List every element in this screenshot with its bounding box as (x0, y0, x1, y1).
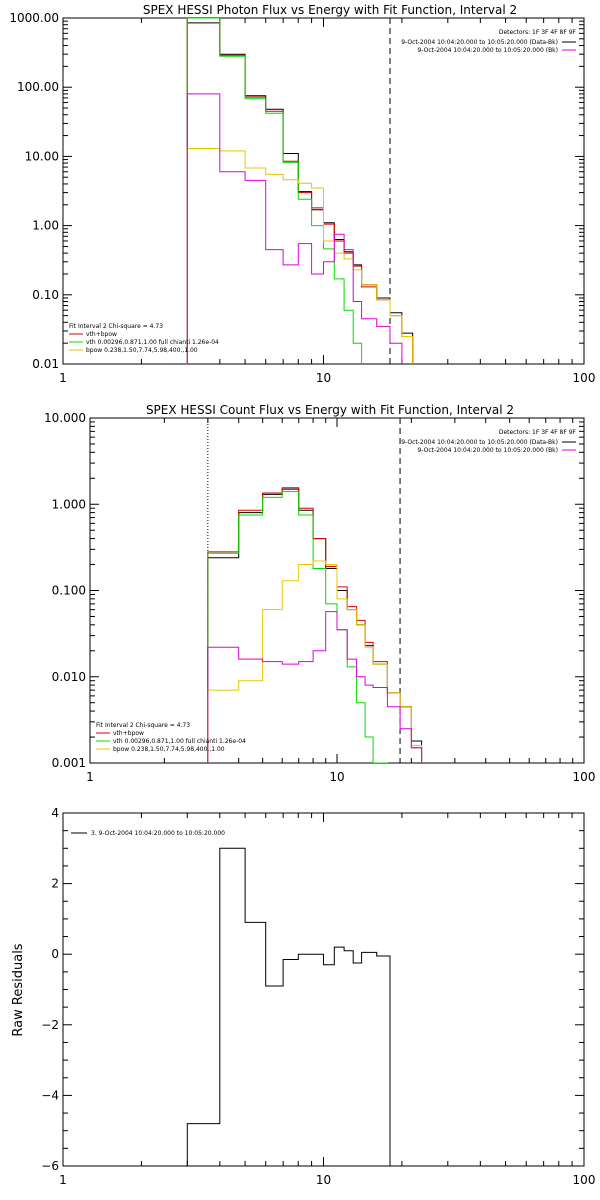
count-fit-legend-header: Fit Interval 2 Chi-square = 4.73 (96, 722, 190, 729)
photon-xtick-label: 100 (573, 371, 596, 385)
photon-ytick-label: 10.00 (25, 149, 59, 163)
count-ytick-label: 0.010 (52, 670, 86, 684)
resid-ytick-label: 0 (51, 947, 59, 961)
photon-legend-label: 9-Oct-2004 10:04:20.000 to 10:05:20.000 … (418, 47, 559, 54)
photon-xtick-label: 1 (59, 371, 67, 385)
photon-flux-plot: 1 10 100 0.01 0.10 1.00 10.00 100.00 1000.00 Dete… (9, 11, 596, 385)
photon-flux-title: SPEX HESSI Photon Flux vs Energy with Fi… (143, 3, 517, 17)
photon-ytick-label: 1.00 (32, 219, 59, 233)
photon-legend-header: Detectors: 1F 3F 4F 8F 9F (499, 29, 577, 36)
count-legend-header: Detectors: 1F 3F 4F 8F 9F (499, 429, 577, 436)
count-ytick-label: 0.100 (52, 584, 86, 598)
resid-ytick-label: 2 (51, 877, 59, 891)
residuals-panel: Raw Residuals 1 10 100 −6 −4 −2 0 2 4 3. 9-Oct-20… (11, 806, 596, 1187)
count-ytick-label: 10.000 (44, 411, 86, 425)
resid-axes-frame (62, 812, 585, 1167)
photon-fit-legend-label: bpow 0.238,1.50,7.74,5.98,400.,1.00 (86, 347, 198, 354)
photon-series-4 (186, 93, 403, 364)
count-xtick-label: 10 (329, 770, 344, 784)
count-series-3 (207, 560, 423, 763)
resid-ytick-label: −2 (41, 1018, 59, 1032)
photon-flux-panel: SPEX HESSI Photon Flux vs Energy with Fi… (9, 3, 596, 385)
residuals-ylabel: Raw Residuals (11, 943, 26, 1036)
count-legend-label: 9-Oct-2004 10:04:20.000 to 10:05:20.000 … (401, 439, 558, 446)
count-ytick-label: 0.001 (52, 756, 86, 770)
resid-series-0 (186, 847, 391, 1166)
photon-ytick-label: 0.01 (32, 357, 59, 371)
photon-xtick-label: 10 (316, 371, 331, 385)
photon-ytick-label: 1000.00 (9, 11, 59, 25)
photon-series-2 (186, 18, 363, 364)
resid-legend-label: 3. 9-Oct-2004 10:04:20.000 to 10:05:20.0… (91, 830, 225, 837)
photon-series-3 (186, 148, 414, 364)
photon-ytick-label: 0.10 (32, 288, 59, 302)
photon-series-1 (186, 18, 414, 364)
photon-data (186, 18, 414, 364)
photon-legend-label: 9-Oct-2004 10:04:20.000 to 10:05:20.000 … (401, 39, 558, 46)
photon-fit-legend-label: vth+bpow (86, 331, 117, 338)
resid-ytick-label: −6 (41, 1159, 59, 1173)
residuals-plot: 1 10 100 −6 −4 −2 0 2 4 3. 9-Oct-2004 10:04:20.00… (41, 806, 596, 1187)
photon-series-0 (186, 22, 414, 364)
count-legend-label: 9-Oct-2004 10:04:20.000 to 10:05:20.000 … (418, 447, 559, 454)
count-series-0 (207, 488, 423, 763)
count-flux-title: SPEX HESSI Count Flux vs Energy with Fit… (146, 403, 514, 417)
count-xtick-label: 1 (86, 770, 94, 784)
resid-ytick-label: −4 (41, 1088, 59, 1102)
resid-xtick-label: 10 (316, 1173, 331, 1187)
count-fit-legend-label: vth+bpow (113, 730, 144, 737)
count-series-2 (207, 491, 388, 763)
photon-ytick-label: 100.00 (17, 80, 59, 94)
photon-fit-legend-label: vth 0.00296,0.871,1.00 full chianti 1.26… (86, 339, 219, 346)
resid-xtick-label: 100 (573, 1173, 596, 1187)
resid-ytick-label: 4 (51, 806, 59, 820)
count-fit-legend-label: bpow 0.238,1.50,7.74,5.98,400.,1.00 (113, 746, 225, 753)
count-series-1 (207, 487, 423, 763)
count-fit-legend-label: vth 0.00296,0.871,1.00 full chianti 1.26… (113, 738, 246, 745)
count-data (207, 418, 423, 763)
photon-fit-legend-header: Fit Interval 2 Chi-square = 4.73 (69, 323, 163, 330)
count-xtick-label: 100 (573, 770, 596, 784)
count-series-4 (207, 611, 423, 763)
count-ytick-label: 1.000 (52, 497, 86, 511)
count-flux-panel: SPEX HESSI Count Flux vs Energy with Fit… (44, 403, 596, 784)
count-flux-plot: 1 10 100 0.001 0.010 0.100 1.000 10.000 Detector… (44, 411, 596, 784)
resid-xtick-label: 1 (59, 1173, 67, 1187)
resid-data (186, 847, 391, 1166)
